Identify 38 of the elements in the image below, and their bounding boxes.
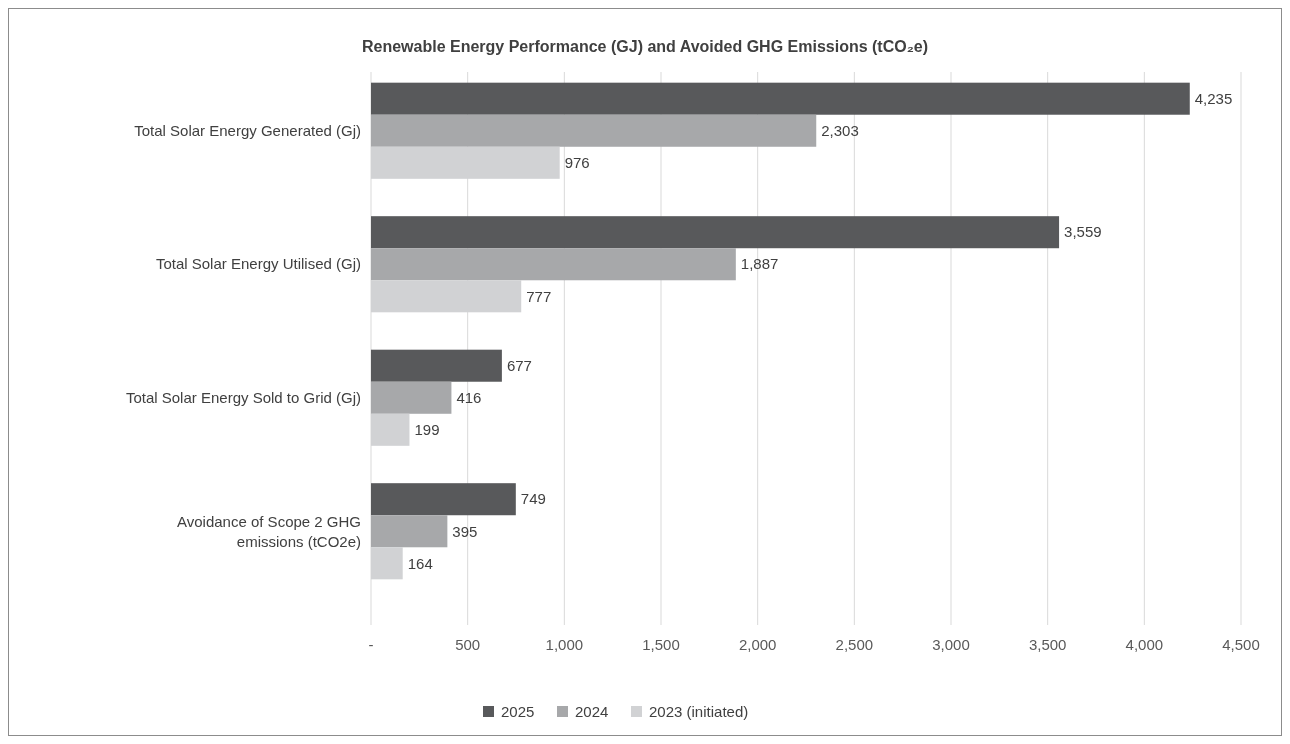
data-label: 3,559: [1064, 223, 1102, 241]
x-tick-label: 3,000: [932, 636, 970, 653]
x-tick-label: -: [368, 636, 374, 653]
x-tick-label: 500: [455, 636, 481, 653]
bar: [371, 82, 1190, 115]
y-tick-label: Total Solar Energy Utilised (Gj): [155, 255, 361, 273]
bar: [371, 515, 448, 548]
y-tick-label: Total Solar Energy Generated (Gj): [134, 121, 361, 139]
bar: [371, 381, 452, 414]
data-label: 199: [414, 421, 440, 439]
legend-label: 2024: [575, 703, 609, 721]
y-tick-label: Total Solar Energy Sold to Grid (Gj): [125, 389, 361, 406]
data-label: 1,887: [740, 255, 779, 273]
x-tick-label: 4,000: [1125, 636, 1164, 653]
data-label: 976: [564, 154, 590, 172]
data-label: 677: [506, 356, 532, 374]
legend-label: 2023 (initiated): [649, 703, 749, 721]
x-tick-label: 4,500: [1222, 636, 1260, 653]
bar: [371, 114, 817, 147]
bar: [371, 216, 1060, 249]
chart-title: Renewable Energy Performance (GJ) and Avoided GHG Emissions (tCO₂e): [361, 38, 929, 55]
data-label: 749: [520, 490, 546, 508]
x-tick-label: 2,500: [835, 636, 874, 653]
data-label: 777: [526, 287, 552, 305]
x-tick-label: 2,000: [738, 636, 777, 653]
y-tick-label: Avoidance of Scope 2 GHG emissions (tCO2e): [177, 512, 361, 550]
bar: [371, 248, 736, 281]
x-tick-label: 3,500: [1028, 636, 1067, 653]
data-label: 395: [452, 522, 478, 540]
data-label: 164: [407, 554, 433, 572]
x-tick-label: 1,500: [642, 636, 680, 653]
data-label: 416: [456, 389, 482, 406]
data-label: 2,303: [821, 121, 859, 139]
bar: [371, 349, 502, 382]
x-tick-label: 1,000: [545, 636, 584, 653]
legend-label: 2025: [501, 703, 535, 721]
bar: [371, 483, 516, 516]
data-label: 4,235: [1194, 89, 1233, 107]
